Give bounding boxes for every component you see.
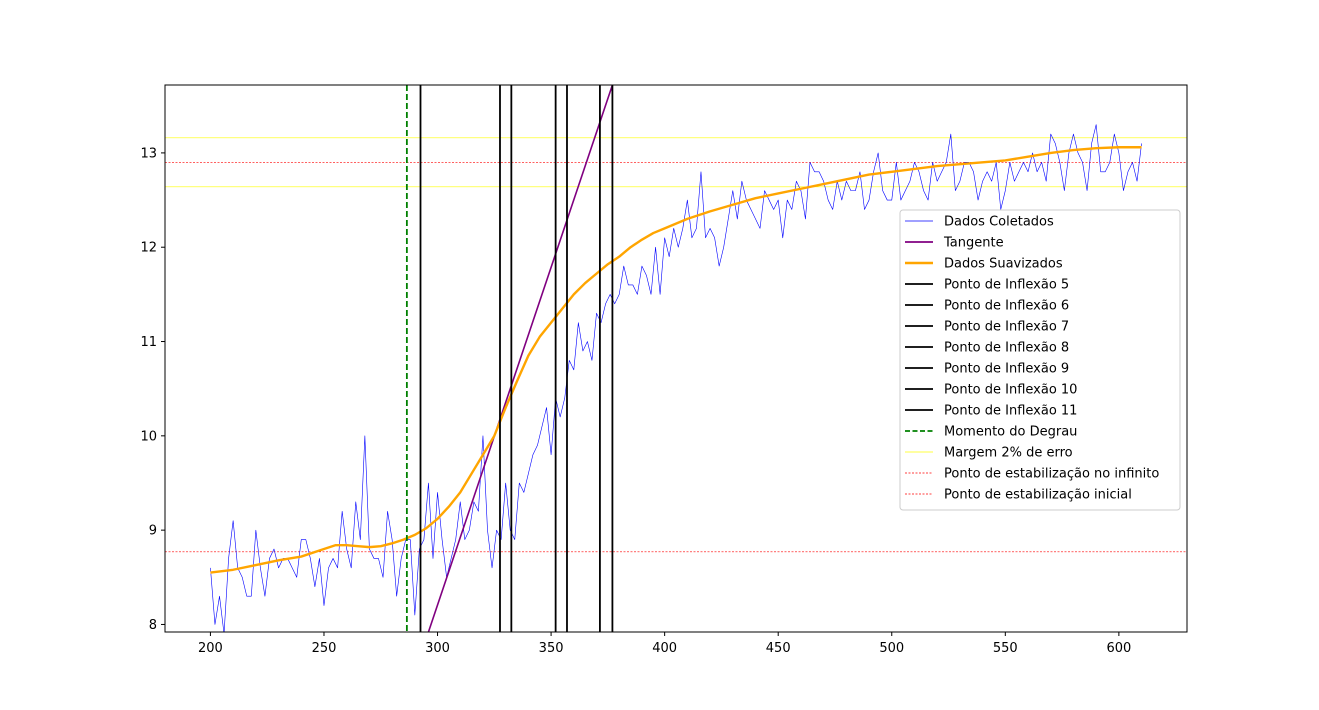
legend-label-ponto-de-inflexao-10: Ponto de Inflexão 10 (944, 383, 1077, 398)
legend: Dados Coletados Tangente Dados Suavizados P… (899, 209, 1181, 511)
y-tick-label-8: 8 (149, 618, 157, 633)
legend-label-ponto-de-estabilizacao-inicial: Ponto de estabilização inicial (944, 488, 1132, 503)
y-tick-label-12: 12 (140, 241, 157, 256)
legend-label-tangente: Tangente (943, 236, 1004, 251)
axes-layer: 200 250 300 350 400 450 500 550 600 8 9 10 11 12 13 (140, 146, 1131, 656)
legend-label-ponto-de-inflexao-11: Ponto de Inflexão 11 (944, 404, 1077, 419)
legend-label-ponto-de-estabilizacao-no-infinito: Ponto de estabilização no infinito (944, 467, 1159, 482)
x-tick-label-600: 600 (1106, 641, 1131, 656)
y-tick-label-11: 11 (140, 335, 157, 350)
x-tick-label-350: 350 (539, 641, 564, 656)
legend-box (899, 209, 1181, 511)
legend-label-ponto-de-inflexao-8: Ponto de Inflexão 8 (944, 341, 1069, 356)
legend-label-dados-coletados: Dados Coletados (944, 215, 1054, 230)
legend-label-margem-2-de-erro: Margem 2% de erro (944, 446, 1073, 461)
y-tick-label-10: 10 (140, 429, 157, 444)
y-tick-label-9: 9 (149, 524, 157, 539)
y-tick-label-13: 13 (140, 146, 157, 161)
plot-frame (164, 84, 1188, 633)
legend-label-momento-do-degrau: Momento do Degrau (944, 425, 1077, 440)
series-tangente (427, 85, 614, 632)
series-dados-coletados (210, 124, 1142, 632)
x-tick-label-500: 500 (879, 641, 904, 656)
series-layer (210, 85, 1142, 632)
horizontal-reference-lines (165, 137, 1187, 553)
series-dados-suavizados (210, 146, 1142, 574)
vertical-lines-layer (405, 85, 614, 632)
legend-label-dados-suavizados: Dados Suavizados (944, 257, 1063, 272)
legend-label-ponto-de-inflexao-5: Ponto de Inflexão 5 (944, 278, 1069, 293)
x-tick-label-250: 250 (312, 641, 337, 656)
legend-label-ponto-de-inflexao-7: Ponto de Inflexão 7 (944, 320, 1069, 335)
x-tick-label-550: 550 (993, 641, 1018, 656)
x-tick-label-200: 200 (198, 641, 223, 656)
x-tick-label-450: 450 (766, 641, 791, 656)
legend-label-ponto-de-inflexao-6: Ponto de Inflexão 6 (944, 299, 1069, 314)
legend-label-ponto-de-inflexao-9: Ponto de Inflexão 9 (944, 362, 1069, 377)
x-tick-label-400: 400 (652, 641, 677, 656)
x-tick-label-300: 300 (425, 641, 450, 656)
